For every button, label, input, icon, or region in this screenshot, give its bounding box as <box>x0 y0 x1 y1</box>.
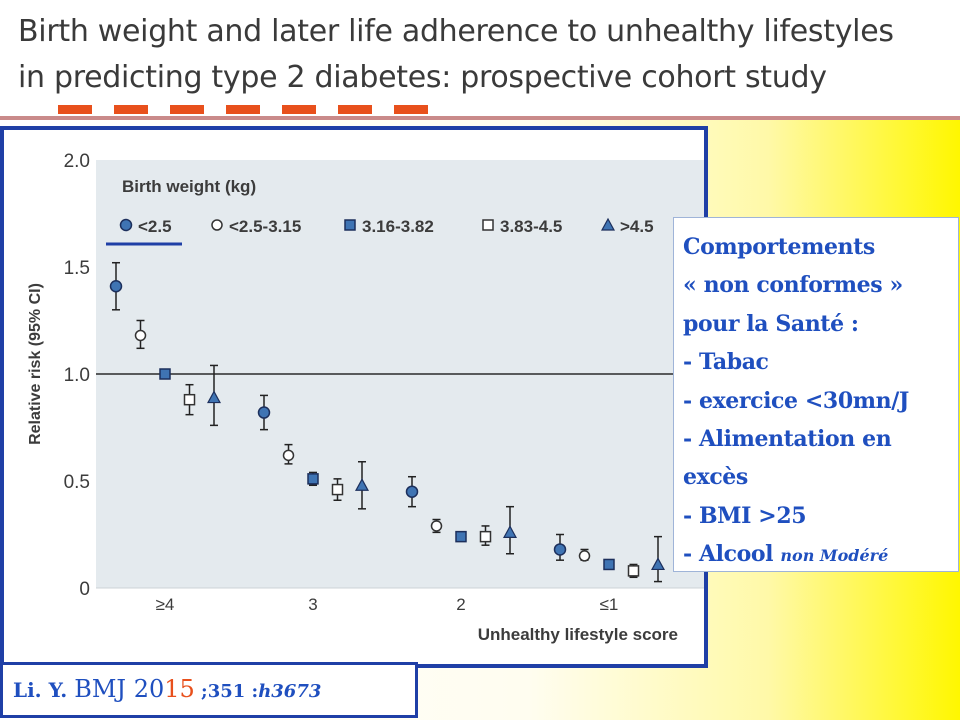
relative-risk-chart: 0 0.5 1.0 1.5 2.0 Relative risk (95% CI) ≥4 3 2 ≤… <box>27 151 704 644</box>
note-line: - Tabac <box>683 349 769 376</box>
data-point <box>600 217 616 231</box>
data-point <box>307 473 319 485</box>
data-point <box>159 368 171 380</box>
legend-label: <2.5 <box>138 217 172 236</box>
data-point <box>206 390 222 404</box>
citation-author: Li. Y. <box>13 678 75 702</box>
citation-year-part1: 20 <box>133 675 165 703</box>
data-point <box>482 219 494 231</box>
chart-frame: 0 0.5 1.0 1.5 2.0 Relative risk (95% CI) ≥4 3 2 ≤… <box>0 126 708 668</box>
slide-title-line1: Birth weight and later life adherence to… <box>18 14 894 49</box>
citation-journal: BMJ <box>74 675 134 703</box>
data-point <box>354 478 370 491</box>
legend-label: >4.5 <box>620 217 654 236</box>
x-tick-label: ≥4 <box>156 595 175 614</box>
note-line: pour la Santé : <box>683 310 859 337</box>
legend-label: <2.5-3.15 <box>229 217 301 236</box>
data-point <box>479 530 492 543</box>
citation-box: Li. Y. BMJ 2015 ;351 :h3673 <box>0 662 418 718</box>
lifestyle-note-box: Comportements « non conformes » pour la … <box>673 217 959 572</box>
note-line: Comportements <box>683 234 875 260</box>
y-tick-label: 1.5 <box>64 258 90 279</box>
y-tick-label: 0.5 <box>64 472 90 493</box>
legend-label: 3.83-4.5 <box>500 217 562 236</box>
x-tick-label: 3 <box>308 595 317 614</box>
data-point <box>405 485 419 498</box>
y-tick-label: 0 <box>79 579 90 600</box>
legend-title: Birth weight (kg) <box>122 177 256 196</box>
title-divider <box>0 116 960 120</box>
note-alcohol-prefix: - Alcool <box>683 541 781 568</box>
x-axis-label: Unhealthy lifestyle score <box>478 625 678 644</box>
data-point <box>502 525 518 538</box>
note-line: - exercice <30mn/J <box>683 387 909 414</box>
y-axis-label: Relative risk (95% CI) <box>27 283 44 445</box>
y-tick-label: 1.0 <box>64 365 90 386</box>
note-alcohol-qualifier: non Modéré <box>780 546 889 566</box>
note-line: - Alimentation en <box>683 426 892 453</box>
data-point <box>119 218 133 232</box>
data-point <box>109 280 123 293</box>
citation-reference: h3673 <box>258 681 322 702</box>
data-point <box>455 530 467 543</box>
data-point <box>578 550 591 562</box>
data-point <box>627 565 640 577</box>
data-point <box>257 406 271 419</box>
data-point <box>183 393 196 406</box>
legend-label: 3.16-3.82 <box>362 217 434 236</box>
data-point <box>650 557 666 571</box>
x-tick-label: ≤1 <box>600 595 619 614</box>
data-point <box>553 543 567 556</box>
citation-year-part2: 15 <box>164 675 195 703</box>
data-point <box>282 449 295 462</box>
title-dash-underline <box>58 105 438 114</box>
data-point <box>430 520 443 532</box>
data-point <box>331 483 344 496</box>
data-point <box>211 219 223 231</box>
citation-volume: ;351 : <box>194 681 259 702</box>
title-band: Birth weight and later life adherence to… <box>0 0 960 118</box>
note-line: excès <box>683 464 748 491</box>
data-point <box>134 329 147 342</box>
data-point <box>344 219 356 231</box>
x-tick-label: 2 <box>456 595 465 614</box>
note-line: - BMI >25 <box>683 502 807 529</box>
slide-title-line2: in predicting type 2 diabetes: prospecti… <box>18 60 827 95</box>
note-line-alcohol: - Alcool non Modéré <box>683 535 952 575</box>
data-point <box>603 558 615 571</box>
y-tick-label: 2.0 <box>64 151 90 172</box>
note-line: « non conformes » <box>683 272 903 299</box>
